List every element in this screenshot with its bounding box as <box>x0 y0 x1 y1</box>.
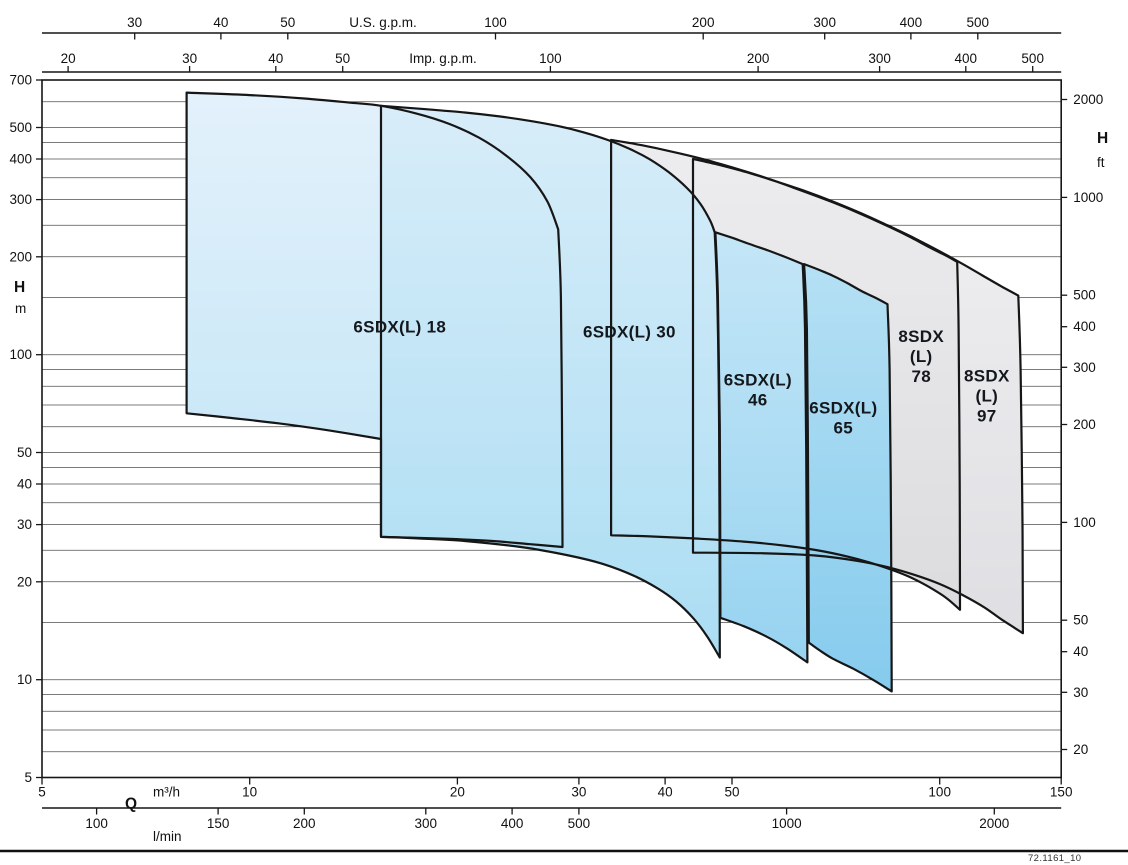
pump-region-fill-4 <box>381 105 720 658</box>
tick-label: 5 <box>24 770 32 785</box>
axis-imp-gpm: 20 30 40 50 100 200 300 400 500 Imp. g.p.m. <box>42 51 1062 73</box>
tick-label: 2000 <box>1073 92 1103 107</box>
tick-label: 20 <box>17 574 32 589</box>
tick-label: 300 <box>813 15 836 30</box>
pump-label: 6SDX(L) <box>724 371 792 390</box>
tick-label: 300 <box>9 192 32 207</box>
tick-label: 200 <box>692 15 715 30</box>
tick-label: 100 <box>928 785 951 800</box>
axis-title-q: Q <box>125 796 137 813</box>
tick-label: 10 <box>242 785 257 800</box>
axis-title-lmin: l/min <box>153 829 182 844</box>
pump-label: 65 <box>834 419 854 438</box>
tick-label: 30 <box>182 51 197 66</box>
tick-label: 20 <box>1073 742 1088 757</box>
tick-label: 20 <box>450 785 465 800</box>
tick-label: 100 <box>85 816 108 831</box>
tick-label: 40 <box>268 51 283 66</box>
tick-label: 50 <box>335 51 350 66</box>
tick-label: 30 <box>127 15 142 30</box>
tick-label: 30 <box>1073 685 1088 700</box>
pump-label: 6SDX(L) 30 <box>583 322 676 341</box>
tick-label: 200 <box>9 249 32 264</box>
frame <box>41 79 1063 779</box>
tick-label: 1000 <box>1073 190 1103 205</box>
tick-label: 20 <box>61 51 76 66</box>
tick-label: 300 <box>415 816 438 831</box>
tick-label: 400 <box>501 816 524 831</box>
tick-label: 100 <box>1073 515 1096 530</box>
axis-unit-ft: ft <box>1097 155 1105 170</box>
pump-region-fills <box>186 92 1023 692</box>
tick-label: 500 <box>568 816 591 831</box>
tick-label: 500 <box>1021 51 1044 66</box>
axis-title-m3h: m³/h <box>153 785 180 800</box>
pump-label: 8SDX <box>898 327 944 346</box>
tick-label: 400 <box>1073 319 1096 334</box>
tick-label: 1000 <box>772 816 802 831</box>
tick-label: 500 <box>1073 288 1096 303</box>
axis-title-imp-gpm: Imp. g.p.m. <box>409 51 477 66</box>
pump-label: 97 <box>977 406 997 425</box>
tick-label: 5 <box>38 785 46 800</box>
tick-label: 40 <box>1073 644 1088 659</box>
pump-label: (L) <box>975 386 998 405</box>
pump-region-outline-6 <box>803 263 893 693</box>
tick-label: 10 <box>17 672 32 687</box>
axis-h-ft: 2000 1000 500 400 300 200 100 50 40 30 20 Hft <box>1061 92 1108 757</box>
tick-label: 400 <box>9 152 32 167</box>
tick-label: 700 <box>9 73 32 88</box>
tick-label: 200 <box>1073 417 1096 432</box>
tick-label: 300 <box>1073 360 1096 375</box>
tick-label: 400 <box>955 51 978 66</box>
tick-label: 30 <box>571 785 586 800</box>
axis-m3h: 5 10 20 30 40 50 100 150 Qm³/h <box>38 777 1073 813</box>
pump-region-outlines <box>185 91 1024 693</box>
pump-label: (L) <box>910 347 933 366</box>
tick-label: 500 <box>9 120 32 135</box>
tick-label: 200 <box>293 816 316 831</box>
axis-title-h-left: H <box>14 279 25 296</box>
figure-code: 72.1161_10 <box>1028 853 1082 864</box>
pump-label: 46 <box>748 391 768 410</box>
pump-label: 78 <box>911 367 931 386</box>
pump-label: 6SDX(L) <box>809 399 877 418</box>
tick-label: 50 <box>724 785 739 800</box>
tick-label: 40 <box>213 15 228 30</box>
axis-title-h-right: H <box>1097 130 1108 147</box>
tick-label: 100 <box>539 51 562 66</box>
tick-label: 400 <box>900 15 923 30</box>
tick-label: 30 <box>17 517 32 532</box>
tick-label: 40 <box>658 785 673 800</box>
axis-title-us-gpm: U.S. g.p.m. <box>349 15 417 30</box>
tick-label: 200 <box>747 51 770 66</box>
tick-label: 150 <box>207 816 230 831</box>
plot-frame <box>41 79 1063 779</box>
tick-label: 50 <box>280 15 295 30</box>
axis-lmin: 100 150 200 300 400 500 1000 2000 l/min <box>42 807 1062 844</box>
axis-us-gpm: 30 40 50 100 200 300 400 500 U.S. g.p.m. <box>42 15 1062 40</box>
tick-label: 100 <box>9 347 32 362</box>
tick-label: 100 <box>484 15 507 30</box>
tick-label: 40 <box>17 477 32 492</box>
tick-label: 2000 <box>979 816 1009 831</box>
pump-region-outline-2 <box>610 138 962 611</box>
pump-region-fill-6 <box>804 264 892 692</box>
tick-label: 50 <box>17 445 32 460</box>
tick-label: 50 <box>1073 613 1088 628</box>
axis-h-m: 700 500 400 300 200 100 50 40 30 20 10 5 Hm <box>9 73 42 785</box>
pump-label: 8SDX <box>964 366 1010 385</box>
pump-label: 6SDX(L) 18 <box>353 318 446 337</box>
tick-label: 500 <box>967 15 990 30</box>
pump-region-fill-5 <box>715 232 808 663</box>
pump-region-outline-5 <box>714 231 809 664</box>
axis-unit-m: m <box>15 301 26 316</box>
tick-label: 300 <box>868 51 891 66</box>
tick-label: 150 <box>1050 785 1073 800</box>
